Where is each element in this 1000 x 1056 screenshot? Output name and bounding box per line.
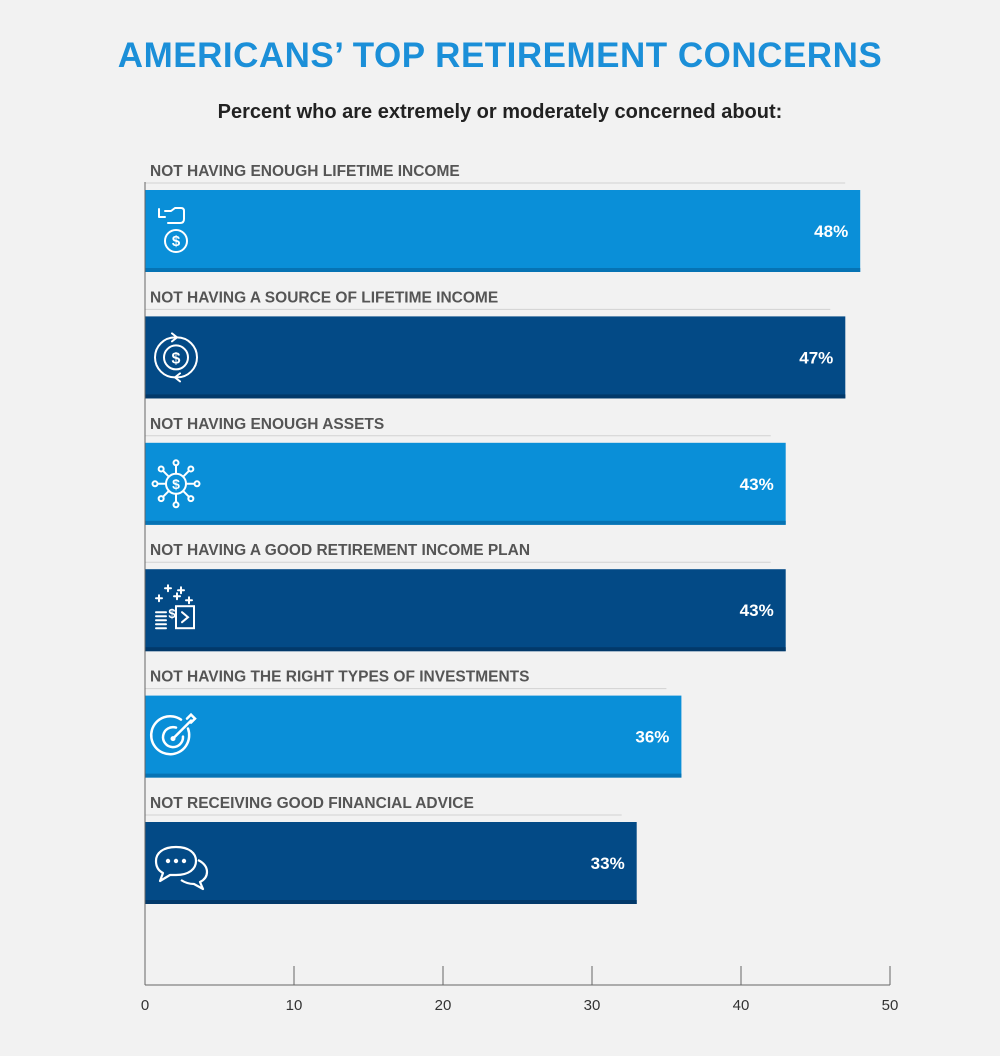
value-label: 43% bbox=[740, 601, 774, 620]
dollar-network-icon: $ bbox=[151, 459, 201, 509]
value-label: 33% bbox=[591, 854, 625, 873]
x-tick-label: 0 bbox=[141, 997, 149, 1014]
svg-text:$: $ bbox=[172, 233, 181, 250]
bar-row: NOT HAVING THE RIGHT TYPES OF INVESTMENT… bbox=[145, 669, 682, 778]
x-tick-label: 50 bbox=[882, 997, 899, 1014]
bar bbox=[145, 442, 786, 525]
bar bbox=[145, 695, 682, 778]
bar-shadow bbox=[145, 268, 861, 272]
target-icon bbox=[150, 712, 197, 756]
value-label: 36% bbox=[635, 728, 669, 747]
bar-shadow bbox=[145, 394, 846, 399]
svg-text:$: $ bbox=[172, 476, 180, 492]
bar-row: NOT HAVING A SOURCE OF LIFETIME INCOME $ 4… bbox=[145, 289, 846, 399]
bar bbox=[145, 569, 786, 652]
category-label: NOT HAVING A GOOD RETIREMENT INCOME PLAN bbox=[150, 542, 530, 559]
bar bbox=[145, 316, 846, 399]
bar-row: NOT RECEIVING GOOD FINANCIAL ADVICE 33% bbox=[145, 795, 637, 904]
chart-title: AMERICANS’ TOP RETIREMENT CONCERNS bbox=[117, 36, 883, 75]
bar bbox=[145, 190, 861, 272]
bar-row: NOT HAVING ENOUGH LIFETIME INCOME $48% bbox=[145, 163, 861, 272]
plan-growth-icon: $ bbox=[155, 584, 195, 630]
bar-shadow bbox=[145, 520, 786, 525]
category-label: NOT HAVING A SOURCE OF LIFETIME INCOME bbox=[150, 289, 498, 306]
category-label: NOT HAVING THE RIGHT TYPES OF INVESTMENT… bbox=[150, 669, 530, 686]
bar bbox=[145, 822, 637, 904]
bar-row: NOT HAVING ENOUGH ASSETS $ 43% bbox=[145, 416, 786, 525]
x-tick-label: 40 bbox=[733, 997, 750, 1014]
dollar-cycle-icon: $ bbox=[154, 332, 198, 383]
bar-shadow bbox=[145, 900, 637, 904]
bar-shadow bbox=[145, 647, 786, 652]
category-label: NOT HAVING ENOUGH ASSETS bbox=[150, 416, 384, 433]
chart-subtitle: Percent who are extremely or moderately … bbox=[217, 101, 783, 123]
value-label: 43% bbox=[740, 475, 774, 494]
x-tick-label: 30 bbox=[584, 997, 601, 1014]
x-tick-label: 10 bbox=[286, 997, 303, 1014]
bar-shadow bbox=[145, 773, 682, 778]
x-axis: 0 10 20 30 40 50 bbox=[141, 182, 899, 1014]
svg-text:$: $ bbox=[168, 606, 176, 621]
x-tick-label: 20 bbox=[435, 997, 452, 1014]
category-label: NOT RECEIVING GOOD FINANCIAL ADVICE bbox=[150, 795, 474, 812]
money-bag-hand-icon: $ bbox=[158, 207, 188, 253]
chat-bubbles-icon bbox=[154, 845, 209, 891]
value-label: 48% bbox=[814, 222, 848, 241]
category-label: NOT HAVING ENOUGH LIFETIME INCOME bbox=[150, 163, 460, 180]
bar-row: NOT HAVING A GOOD RETIREMENT INCOME PLAN… bbox=[145, 542, 786, 652]
bar-rows: NOT HAVING ENOUGH LIFETIME INCOME$48%NOT… bbox=[145, 163, 861, 904]
svg-text:$: $ bbox=[172, 350, 181, 367]
value-label: 47% bbox=[799, 348, 833, 367]
